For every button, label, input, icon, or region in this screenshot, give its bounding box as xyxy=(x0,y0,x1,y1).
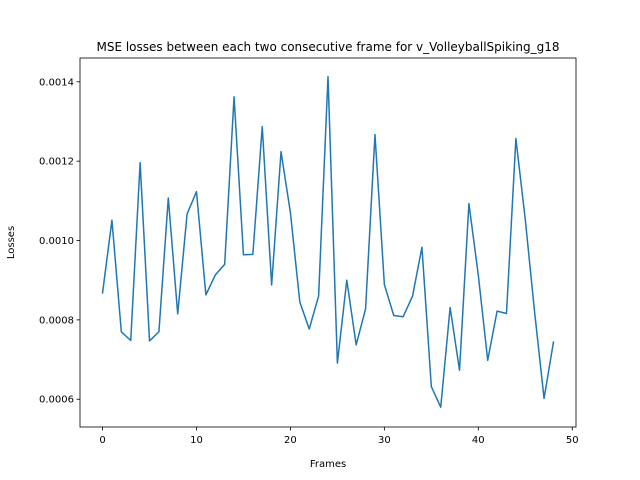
x-tick-label: 40 xyxy=(472,435,485,446)
x-tick-label: 50 xyxy=(566,435,579,446)
x-axis-label: Frames xyxy=(310,459,346,470)
y-tick-label: 0.0008 xyxy=(39,315,74,326)
x-tick-label: 20 xyxy=(284,435,297,446)
y-tick-label: 0.0006 xyxy=(39,395,74,406)
y-tick-label: 0.0014 xyxy=(39,77,74,88)
y-tick-label: 0.0012 xyxy=(39,157,74,168)
y-axis: 0.0006 0.0008 0.0010 0.0012 0.0014 xyxy=(39,77,80,406)
plot-area xyxy=(79,57,577,428)
x-tick-label: 0 xyxy=(99,435,105,446)
axes-frame xyxy=(79,57,577,428)
y-axis-label: Losses xyxy=(6,226,17,259)
y-tick-label: 0.0010 xyxy=(39,236,74,247)
x-tick-label: 10 xyxy=(190,435,203,446)
x-axis: 0 10 20 30 40 50 xyxy=(99,427,579,446)
x-tick-label: 30 xyxy=(378,435,391,446)
series-line-0 xyxy=(101,75,555,408)
chart-title: MSE losses between each two consecutive … xyxy=(96,40,559,54)
